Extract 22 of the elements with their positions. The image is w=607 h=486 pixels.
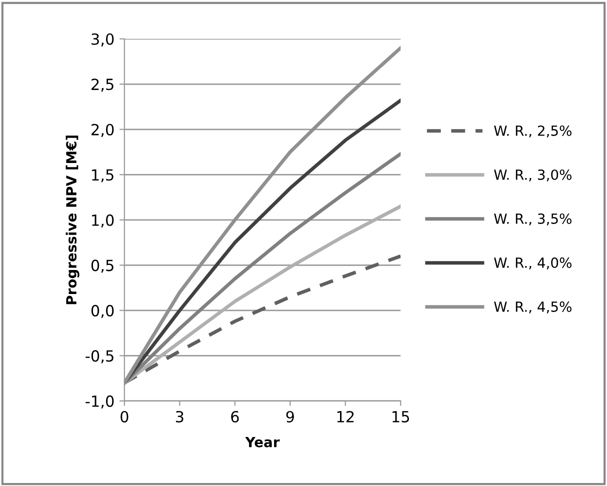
legend-label: W. R., 4,0% [494, 257, 572, 270]
y-tick-label: -1,0 [86, 395, 114, 409]
y-tick-label: -0,5 [86, 350, 114, 364]
x-tick-label: 6 [231, 410, 239, 422]
x-axis-title: Year [245, 436, 280, 448]
y-tick-label: 1,0 [92, 214, 114, 228]
y-tick-label: 0,0 [91, 304, 114, 318]
legend-label: W. R., 2,5% [494, 125, 572, 138]
y-axis-title: Progressive NPV [M€] [66, 136, 80, 304]
y-tick-label: 2,0 [92, 124, 114, 137]
x-tick-label: 9 [286, 410, 294, 422]
legend-label: W. R., 3,5% [494, 213, 572, 226]
x-tick-label: 15 [392, 411, 410, 422]
x-tick-label: 3 [176, 410, 184, 422]
y-tick-label: 2,5 [92, 78, 114, 92]
y-tick-label: 3,0 [92, 33, 114, 46]
legend-label: W. R., 4,5% [494, 301, 572, 314]
x-tick-label: 0 [120, 410, 128, 422]
legend-label: W. R., 3,0% [494, 169, 572, 182]
y-tick-label: 1,5 [92, 169, 114, 182]
x-tick-label: 12 [337, 410, 354, 422]
y-tick-label: 0,5 [91, 260, 114, 273]
